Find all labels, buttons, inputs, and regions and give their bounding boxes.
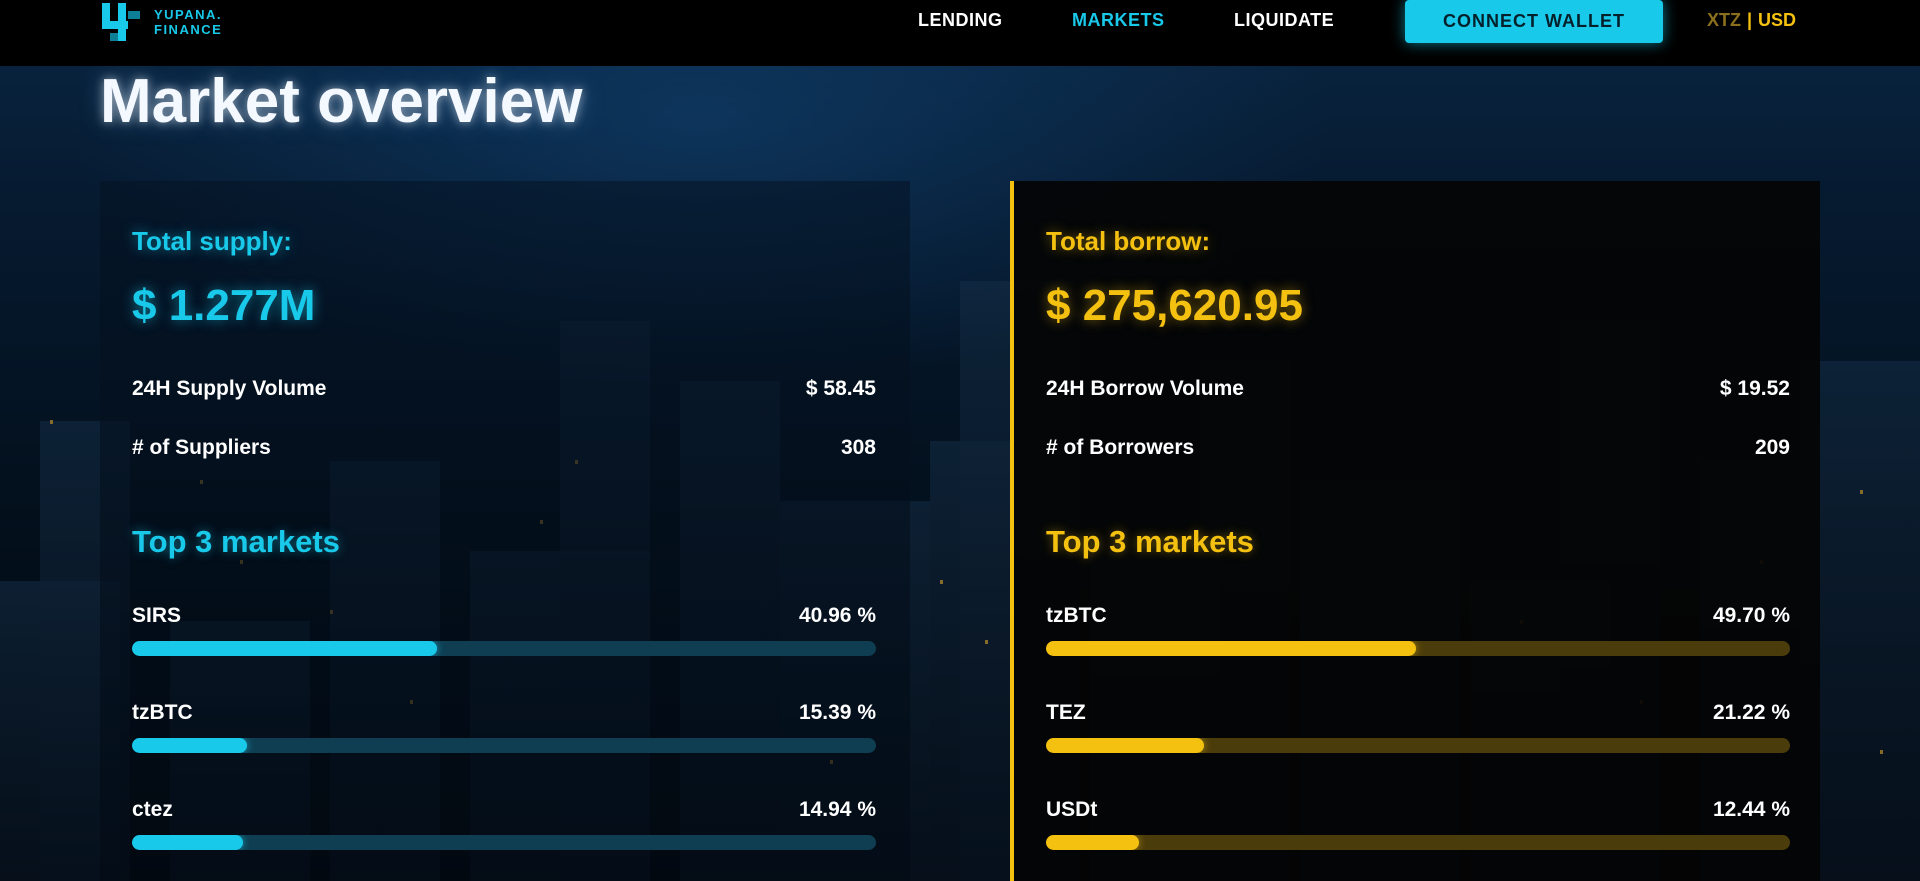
market-share-bar — [132, 835, 876, 850]
market-percent: 21.22 % — [1712, 701, 1790, 724]
currency-option-usd[interactable]: USD — [1758, 10, 1797, 30]
market-percent: 15.39 % — [798, 701, 876, 724]
yupana-logo-icon — [102, 3, 140, 41]
stat-label: 24H Supply Volume — [132, 377, 327, 400]
market-share-bar — [1046, 738, 1790, 753]
market-share-bar — [132, 641, 876, 656]
skyline-building — [1800, 361, 1920, 881]
brand-name-line1: YUPANA. — [154, 7, 223, 22]
market-share-fill — [1046, 835, 1139, 850]
currency-toggle: XTZ | USD — [1707, 10, 1796, 31]
connect-wallet-button[interactable]: CONNECT WALLET — [1405, 0, 1663, 43]
borrow-top-markets-title: Top 3 markets — [1046, 524, 1254, 559]
market-name: USDt — [1046, 798, 1098, 821]
borrow-volume-row: 24H Borrow Volume $ 19.52 — [1046, 376, 1790, 402]
stat-label: # of Suppliers — [132, 436, 271, 459]
brand-logo[interactable]: YUPANA. FINANCE — [100, 0, 222, 44]
supply-market-row[interactable]: SIRS 40.96 % — [132, 604, 876, 684]
supply-top-markets-title: Top 3 markets — [132, 524, 340, 559]
total-borrow-card: Total borrow: $ 275,620.95 24H Borrow Vo… — [1010, 181, 1820, 881]
market-name: tzBTC — [132, 701, 193, 724]
nav-liquidate[interactable]: LIQUIDATE — [1234, 10, 1335, 30]
supply-market-row[interactable]: ctez 14.94 % — [132, 798, 876, 878]
nav-markets[interactable]: MARKETS — [1072, 10, 1165, 30]
supply-market-row[interactable]: tzBTC 15.39 % — [132, 701, 876, 781]
market-share-fill — [1046, 738, 1204, 753]
stat-value: $ 19.52 — [1719, 377, 1790, 400]
market-name: ctez — [132, 798, 173, 821]
market-percent: 49.70 % — [1712, 604, 1790, 627]
market-name: SIRS — [132, 604, 182, 627]
market-share-fill — [1046, 641, 1416, 656]
market-name: tzBTC — [1046, 604, 1107, 627]
stat-value: $ 58.45 — [805, 377, 876, 400]
borrow-market-row[interactable]: TEZ 21.22 % — [1046, 701, 1790, 781]
stat-label: # of Borrowers — [1046, 436, 1195, 459]
market-name: TEZ — [1046, 701, 1086, 724]
market-percent: 40.96 % — [798, 604, 876, 627]
nav-lending[interactable]: LENDING — [918, 10, 1003, 30]
skyline-window-light — [1880, 750, 1883, 754]
market-share-fill — [132, 835, 244, 850]
market-percent: 14.94 % — [798, 798, 876, 821]
skyline-window-light — [940, 580, 943, 584]
stat-value: 308 — [840, 436, 876, 459]
stat-label: 24H Borrow Volume — [1046, 377, 1244, 400]
skyline-window-light — [50, 420, 53, 424]
market-share-fill — [132, 641, 437, 656]
suppliers-count-row: # of Suppliers 308 — [132, 435, 876, 461]
total-borrow-label: Total borrow: — [1046, 226, 1211, 256]
market-share-bar — [1046, 835, 1790, 850]
total-supply-label: Total supply: — [132, 226, 292, 256]
market-share-bar — [1046, 641, 1790, 656]
brand-name-line2: FINANCE — [154, 22, 223, 37]
total-borrow-amount: $ 275,620.95 — [1046, 281, 1303, 330]
skyline-window-light — [1860, 490, 1863, 494]
market-share-bar — [132, 738, 876, 753]
market-percent: 12.44 % — [1712, 798, 1790, 821]
page-title: Market overview — [100, 67, 583, 136]
borrowers-count-row: # of Borrowers 209 — [1046, 435, 1790, 461]
skyline-window-light — [985, 640, 988, 644]
total-supply-card: Total supply: $ 1.277M 24H Supply Volume… — [100, 181, 910, 881]
brand-name: YUPANA. FINANCE — [154, 7, 222, 37]
currency-separator: | — [1747, 10, 1753, 30]
borrow-market-row[interactable]: USDt 12.44 % — [1046, 798, 1790, 878]
total-supply-amount: $ 1.277M — [132, 281, 316, 330]
top-header: YUPANA. FINANCE LENDING MARKETS LIQUIDAT… — [0, 0, 1920, 66]
supply-volume-row: 24H Supply Volume $ 58.45 — [132, 376, 876, 402]
market-share-fill — [132, 738, 247, 753]
currency-option-xtz[interactable]: XTZ — [1707, 10, 1741, 30]
borrow-market-row[interactable]: tzBTC 49.70 % — [1046, 604, 1790, 684]
stat-value: 209 — [1754, 436, 1790, 459]
